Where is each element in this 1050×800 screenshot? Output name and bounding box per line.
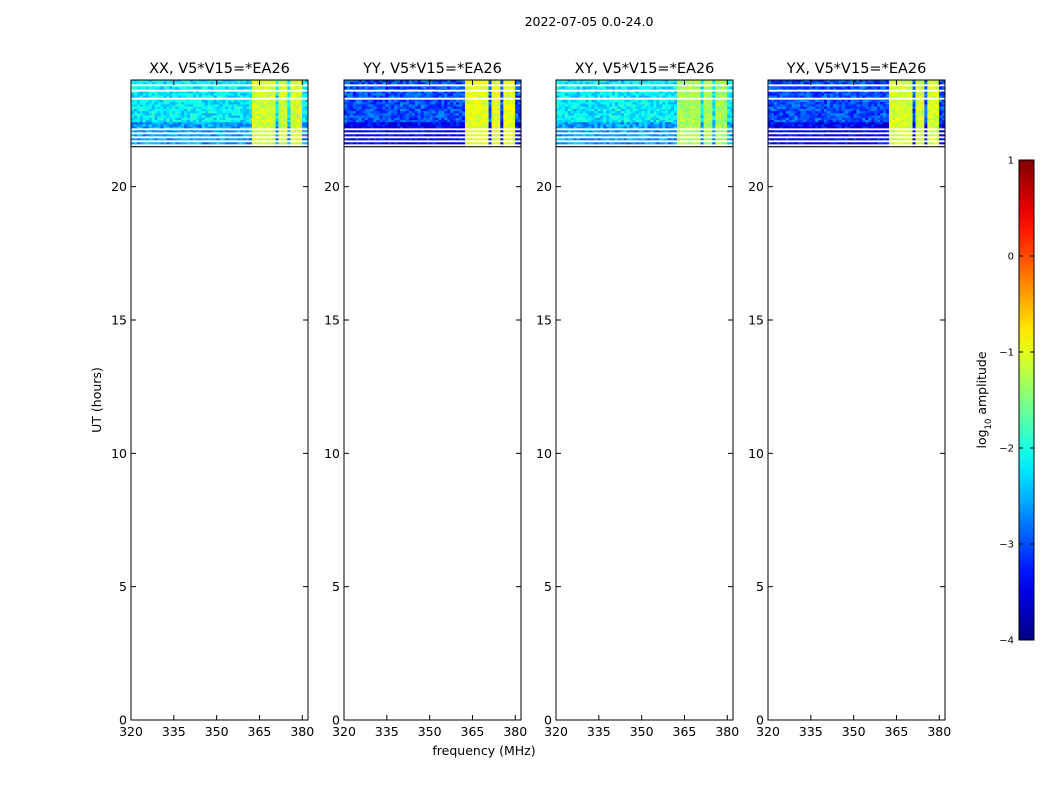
y-tick-label: 10 [536, 446, 552, 461]
x-tick-label: 380 [715, 724, 739, 739]
y-tick-label: 0 [332, 713, 340, 728]
y-tick-label: 20 [748, 179, 764, 194]
x-tick-label: 365 [461, 724, 485, 739]
y-tick-label: 15 [111, 313, 127, 328]
x-tick-label: 350 [842, 724, 866, 739]
y-axis-label: UT (hours) [89, 367, 104, 433]
y-tick-label: 10 [111, 446, 127, 461]
colorbar-label-sub: 10 [984, 419, 994, 430]
x-tick-label: 350 [205, 724, 229, 739]
y-tick-label: 20 [111, 179, 127, 194]
y-tick-label: 15 [324, 313, 340, 328]
y-tick-label: 0 [544, 713, 552, 728]
x-tick-label: 380 [927, 724, 951, 739]
x-tick-label: 335 [375, 724, 399, 739]
x-tick-label: 320 [119, 724, 143, 739]
y-tick-label: 0 [756, 713, 764, 728]
y-tick-label: 5 [332, 579, 340, 594]
colorbar-tick-label: −2 [999, 444, 1014, 455]
y-tick-label: 5 [544, 579, 552, 594]
y-tick-label: 10 [324, 446, 340, 461]
panel-title: YX, V5*V15=*EA26 [786, 61, 927, 77]
panel-title: YY, V5*V15=*EA26 [362, 61, 502, 77]
colorbar-label-amplitude: amplitude [974, 351, 989, 418]
panel-4: YX, V5*V15=*EA26 0 5 10 15 20 320 335 350 365 380 [748, 61, 951, 739]
x-tick-label: 320 [544, 724, 568, 739]
x-tick-label: 365 [885, 724, 909, 739]
panel-3: XY, V5*V15=*EA26 0 5 10 15 20 320 335 350 365 380 [536, 61, 739, 739]
panel-1: XX, V5*V15=*EA26 0 5 10 15 20 320 335 350 365 380 [111, 61, 314, 739]
colorbar-tick-label: −3 [999, 540, 1014, 551]
colorbar-tick-label: −1 [999, 348, 1014, 359]
colorbar: −4 −3 −2 −1 0 1 log10 amplitude [974, 156, 1035, 647]
x-tick-label: 380 [290, 724, 314, 739]
y-tick-label: 10 [748, 446, 764, 461]
x-tick-label: 350 [418, 724, 442, 739]
y-tick-label: 0 [119, 713, 127, 728]
x-tick-label: 350 [630, 724, 654, 739]
axes-frame [130, 79, 309, 721]
x-tick-label: 380 [503, 724, 527, 739]
axes-frame [343, 79, 522, 721]
heatmap-data [768, 80, 946, 148]
colorbar-tick-label: −4 [999, 636, 1014, 647]
colorbar-label: log10 amplitude [974, 351, 994, 448]
colorbar-gradient [1018, 159, 1035, 641]
colorbar-label-log: log [974, 429, 989, 448]
colorbar-tick-label: 1 [1008, 156, 1014, 167]
panel-title: XY, V5*V15=*EA26 [575, 61, 715, 77]
x-axis-label: frequency (MHz) [432, 743, 535, 758]
x-tick-label: 320 [332, 724, 356, 739]
x-tick-label: 335 [587, 724, 611, 739]
x-tick-label: 335 [799, 724, 823, 739]
y-tick-label: 20 [536, 179, 552, 194]
y-tick-label: 5 [119, 579, 127, 594]
figure-title: 2022-07-05 0.0-24.0 [525, 14, 654, 29]
axes-frame [767, 79, 946, 721]
x-tick-label: 365 [248, 724, 272, 739]
heatmap-data [344, 80, 522, 148]
y-tick-label: 15 [748, 313, 764, 328]
x-tick-label: 320 [756, 724, 780, 739]
axes-frame [555, 79, 734, 721]
y-tick-label: 20 [324, 179, 340, 194]
y-tick-label: 5 [756, 579, 764, 594]
heatmap-data [556, 80, 734, 148]
heatmap-data [131, 80, 309, 148]
colorbar-tick-label: 0 [1008, 252, 1014, 263]
panel-title: XX, V5*V15=*EA26 [149, 61, 290, 77]
y-tick-label: 15 [536, 313, 552, 328]
panel-2: YY, V5*V15=*EA26 0 5 10 15 20 320 335 350 365 380 [324, 61, 527, 739]
x-tick-label: 335 [162, 724, 186, 739]
x-tick-label: 365 [673, 724, 697, 739]
